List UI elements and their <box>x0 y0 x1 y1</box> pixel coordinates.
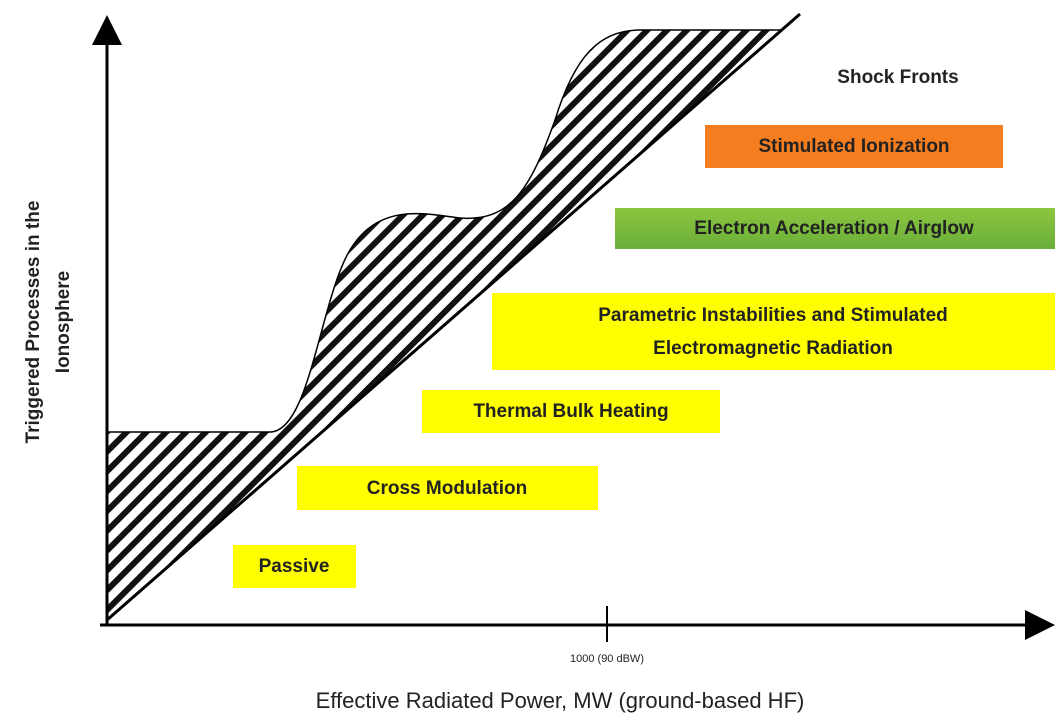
thermal-label: Thermal Bulk Heating <box>473 401 668 422</box>
y-axis-label-line: Ionosphere <box>53 271 74 373</box>
parametric-label-line: Parametric Instabilities and Stimulated <box>598 305 948 326</box>
shock-fronts-label: Shock Fronts <box>837 67 958 88</box>
cross-modulation-box <box>297 466 598 510</box>
x-axis-label: Effective Radiated Power, MW (ground-bas… <box>316 688 805 713</box>
passive-label: Passive <box>259 556 330 577</box>
stimulated-ionization-label: Stimulated Ionization <box>758 136 949 157</box>
electron-acceleration-label: Electron Acceleration / Airglow <box>694 218 974 239</box>
cross-modulation-label: Cross Modulation <box>367 478 527 499</box>
thermal-box <box>422 390 720 433</box>
diagonal-line <box>106 12 801 622</box>
stimulated-ionization-box <box>705 125 1003 168</box>
y-axis-label: Triggered Processes in the Ionosphere <box>23 201 74 444</box>
parametric-box <box>492 293 1055 370</box>
passive-box <box>233 545 356 588</box>
x-tick-label: 1000 (90 dBW) <box>570 653 644 665</box>
parametric-label-line: Electromagnetic Radiation <box>653 338 893 359</box>
y-axis-label-line: Triggered Processes in the <box>23 201 44 444</box>
electron-acceleration-box <box>615 208 1055 249</box>
